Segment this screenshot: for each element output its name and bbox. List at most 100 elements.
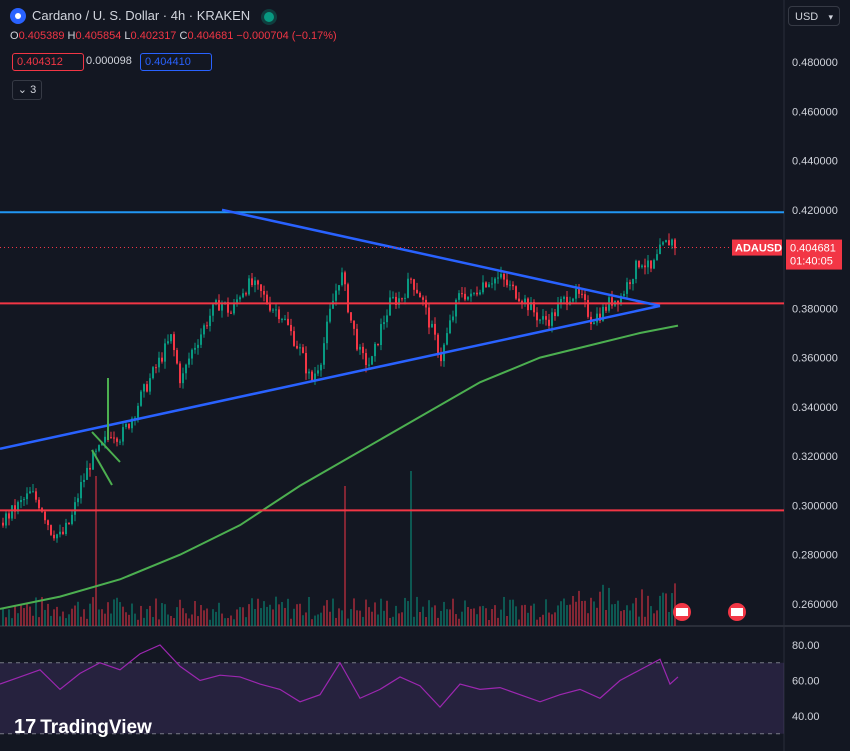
candle-body <box>86 467 88 480</box>
candle-body <box>236 299 238 303</box>
volume-bar <box>527 612 529 626</box>
volume-bar <box>545 599 547 626</box>
volume-bar <box>236 609 238 626</box>
candle-body <box>140 391 142 406</box>
volume-bar <box>194 601 196 626</box>
candle-body <box>110 437 112 439</box>
rsi-tick-label: 80.00 <box>792 640 820 652</box>
volume-bar <box>386 600 388 626</box>
candle-body <box>176 350 178 364</box>
price-tick-label: 0.480000 <box>792 57 838 69</box>
volume-bar <box>290 618 292 626</box>
candle-body <box>62 531 64 535</box>
candle-body <box>665 240 667 243</box>
volume-bar <box>173 618 175 626</box>
volume-bar <box>77 601 79 626</box>
price-tick-label: 0.460000 <box>792 106 838 118</box>
candle-body <box>53 534 55 539</box>
currency-select[interactable]: USD ▾ <box>788 6 840 26</box>
volume-bar <box>356 610 358 626</box>
candle-body <box>509 284 511 286</box>
candle-body <box>596 313 598 323</box>
candle-body <box>500 273 502 278</box>
volume-bar <box>134 613 136 626</box>
candle-body <box>272 309 274 311</box>
indicators-toggle-button[interactable]: ⌄ 3 <box>12 80 42 100</box>
close-label: C <box>179 30 188 42</box>
candle-body <box>188 358 190 365</box>
candle-body <box>350 312 352 321</box>
candle-body <box>635 260 637 280</box>
volume-bar <box>569 604 571 626</box>
volume-bar <box>500 609 502 626</box>
volume-bar <box>338 608 340 626</box>
volume-bar <box>218 602 220 626</box>
buy-price-button[interactable]: 0.404410 <box>140 53 212 71</box>
candle-body <box>536 312 538 321</box>
volume-bar <box>281 601 283 626</box>
candle-body <box>515 286 517 299</box>
volume-bar <box>521 605 523 626</box>
volume-bar <box>170 615 172 626</box>
candle-body <box>8 513 10 519</box>
open-label: O <box>10 30 19 42</box>
candle-body <box>194 347 196 350</box>
volume-bar <box>149 605 151 626</box>
candle-body <box>437 334 439 355</box>
candle-body <box>368 364 370 366</box>
volume-bar <box>398 613 400 626</box>
indicator-count: 3 <box>30 84 37 96</box>
candle-body <box>263 291 265 295</box>
volume-bar <box>53 609 55 626</box>
candle-body <box>281 318 283 320</box>
volume-bar <box>320 612 322 626</box>
candle-body <box>548 319 550 326</box>
tradingview-mark-icon: 17 <box>14 716 37 738</box>
volume-bar <box>239 607 241 626</box>
volume-bar <box>191 614 193 626</box>
volume-bar <box>251 598 253 626</box>
candle-body <box>89 467 91 470</box>
candle-body <box>554 312 556 317</box>
candle-body <box>470 293 472 297</box>
candle-body <box>266 294 268 304</box>
volume-bar <box>524 604 526 626</box>
volume-bar <box>41 597 43 626</box>
price-tick-label: 0.300000 <box>792 500 838 512</box>
candle-body <box>593 322 595 324</box>
volume-bar <box>530 605 532 626</box>
candle-body <box>257 280 259 285</box>
volume-bar <box>446 609 448 626</box>
symbol-title[interactable]: Cardano / U. S. Dollar · 4h · KRAKEN <box>10 7 275 25</box>
volume-bar <box>620 611 622 626</box>
volume-bar <box>557 605 559 626</box>
candle-body <box>632 279 634 285</box>
volume-bar <box>395 605 397 626</box>
volume-bar <box>260 608 262 626</box>
volume-bar <box>590 597 592 626</box>
volume-bar <box>509 599 511 626</box>
candle-body <box>248 278 250 295</box>
volume-bar <box>11 618 13 626</box>
volume-bar <box>245 617 247 626</box>
candle-body <box>461 293 463 295</box>
volume-bar <box>572 595 574 626</box>
candle-body <box>623 293 625 296</box>
volume-bar <box>284 607 286 626</box>
rsi-band <box>0 662 784 734</box>
candle-body <box>503 273 505 280</box>
volume-bar <box>131 603 133 626</box>
volume-bar <box>494 605 496 626</box>
candle-body <box>170 334 172 342</box>
candle-body <box>191 349 193 359</box>
volume-bar <box>257 598 259 626</box>
breakout-mark <box>91 431 121 463</box>
volume-bar <box>578 590 580 626</box>
candle-body <box>371 356 373 365</box>
candle-body <box>551 312 553 326</box>
candle-body <box>2 522 4 526</box>
volume-bar <box>5 617 7 626</box>
sell-price-button[interactable]: 0.404312 <box>12 53 84 71</box>
candle-body <box>428 307 430 328</box>
